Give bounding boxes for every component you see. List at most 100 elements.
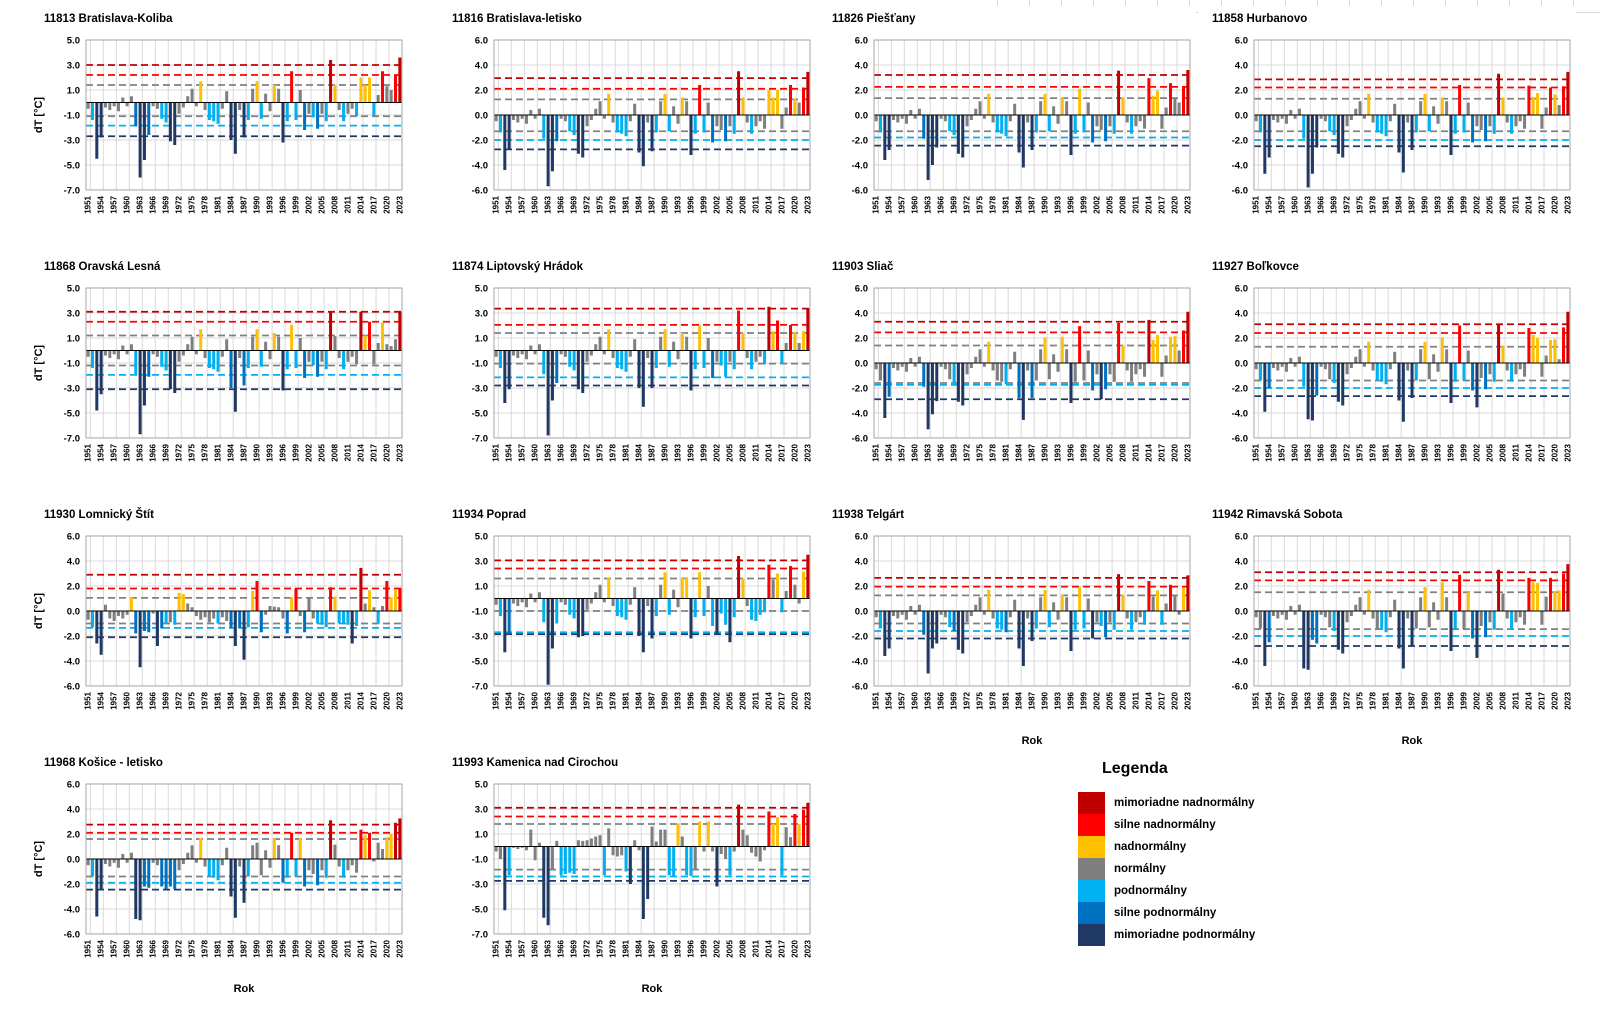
y-tick-label: 2.0 [855,581,868,592]
y-tick-label: 0.0 [67,606,80,617]
bar-1964 [930,363,934,415]
legend-swatch-mimoriadne-nadnormalny [1078,792,1105,814]
chart-bratislava-koliba[interactable]: 5.0 3.0 1.0 -1.0 -3.0 -5.0 -7.0 1951 1954 1957 196… [30,6,408,245]
chart-kamenica-nad-cirochou[interactable]: 5.0 3.0 1.0 -1.0 -3.0 -5.0 -7.0 1951 1954 1957 196… [438,750,816,1003]
bar-1999 [1462,611,1466,629]
bar-1979 [615,598,619,616]
x-tick-label: 2008 [330,939,339,957]
bar-1999 [702,598,706,616]
bar-1953 [503,846,507,911]
bar-1966 [151,350,155,355]
bar-1969 [572,115,576,135]
bar-2018 [376,842,380,859]
chart-bolkovce[interactable]: 6.0 4.0 2.0 0.0 -2.0 -4.0 -6.0 1951 1954 1957 1960… [1198,254,1576,493]
bar-2013 [355,859,359,873]
bar-1955 [511,350,515,356]
bar-1954 [507,115,511,150]
chart-telgart[interactable]: 6.0 4.0 2.0 0.0 -2.0 -4.0 -6.0 1951 1954 1957 1960… [818,502,1196,755]
y-tick-label: -2.0 [64,879,80,890]
chart-kosice-letisko[interactable]: 6.0 4.0 2.0 0.0 -2.0 -4.0 -6.0 1951 1954 1957 1960… [30,750,408,1003]
x-tick-label: 1969 [950,195,959,213]
x-tick-label: 1969 [950,691,959,709]
bar-2019 [1169,336,1173,363]
x-tick-label: 2002 [712,939,721,957]
bar-1961 [129,96,133,103]
bar-2005 [728,115,732,127]
bar-1991 [1427,115,1431,132]
bar-1975 [598,336,602,351]
bar-1953 [883,115,887,160]
bar-1981 [624,115,628,137]
bar-1988 [246,611,250,628]
bar-2012 [1138,115,1142,122]
y-tick-label: 4.0 [475,60,488,71]
bar-1979 [615,846,619,857]
bar-1967 [1323,115,1327,122]
bar-1968 [568,598,572,615]
bar-2004 [724,115,728,142]
bar-2012 [758,598,762,615]
bar-1989 [1419,349,1423,363]
legend[interactable]: Legenda mimoriadne nadnormálny silne nadn… [1078,760,1378,946]
x-tick-label: 2023 [1183,443,1192,461]
bar-2006 [732,598,736,618]
bar-2005 [728,598,732,643]
bar-2016 [368,321,372,351]
bar-2012 [350,611,354,644]
bar-2019 [381,606,385,611]
bar-1956 [108,611,112,619]
bar-2020 [793,98,797,115]
chart-bratislava-letisko[interactable]: 6.0 4.0 2.0 0.0 -2.0 -4.0 -6.0 1951 1954 1957 1960… [438,6,816,245]
bar-1955 [511,846,515,848]
x-tick-label: 1969 [570,691,579,709]
bar-1980 [620,846,624,856]
chart-hurbanovo[interactable]: 6.0 4.0 2.0 0.0 -2.0 -4.0 -6.0 1951 1954 1957 1960… [1198,6,1576,245]
x-tick-label: 2017 [1157,443,1166,461]
bar-1994 [272,333,276,351]
x-tick-label: 1981 [214,939,223,957]
bar-1977 [987,93,991,115]
bar-2008 [1501,97,1505,115]
x-tick-label: 1978 [989,443,998,461]
bar-1973 [181,350,185,356]
bar-1957 [900,115,904,119]
chart-oravska-lesna[interactable]: 5.0 3.0 1.0 -1.0 -3.0 -5.0 -7.0 1951 1954 1957 196… [30,254,408,493]
chart-lomnicky-stit[interactable]: 6.0 4.0 2.0 0.0 -2.0 -4.0 -6.0 1951 1954 1957 1960… [30,502,408,741]
chart-sliac[interactable]: 6.0 4.0 2.0 0.0 -2.0 -4.0 -6.0 1951 1954 1957 1960… [818,254,1196,493]
x-tick-label: 1954 [97,939,106,957]
bar-2015 [771,97,775,115]
bar-1989 [1039,101,1043,115]
bar-1990 [1043,337,1047,364]
bar-1964 [142,350,146,406]
x-tick-label: 2023 [395,939,404,957]
chart-liptovsky-hradok[interactable]: 5.0 3.0 1.0 -1.0 -3.0 -5.0 -7.0 1951 1954 1957 196… [438,254,816,493]
x-tick-label: 2011 [751,195,760,213]
chart-poprad[interactable]: 5.0 3.0 1.0 -1.0 -3.0 -5.0 -7.0 1951 1954 1957 196… [438,502,816,741]
bar-2016 [776,573,780,599]
bar-1986 [1406,115,1410,123]
bar-2014 [1527,577,1531,612]
x-tick-label: 1993 [1434,443,1443,461]
x-tick-label: 1969 [162,195,171,213]
bar-1985 [233,102,237,154]
chart-rimavska-sobota[interactable]: 6.0 4.0 2.0 0.0 -2.0 -4.0 -6.0 1951 1954 1957 1960… [1198,502,1576,755]
bar-2000 [706,586,710,599]
y-tick-label: 1.0 [475,581,488,592]
bar-2009 [337,611,341,624]
y-tick-label: -3.0 [64,135,80,146]
bar-1965 [555,115,559,142]
x-tick-label: 1966 [149,443,158,461]
x-tick-label: 2023 [803,195,812,213]
bar-1951 [874,115,878,122]
chart-piestany[interactable]: 6.0 4.0 2.0 0.0 -2.0 -4.0 -6.0 1951 1954 1957 1960… [818,6,1196,245]
bar-1977 [607,329,611,351]
bar-1973 [1349,115,1353,120]
bar-1972 [1345,363,1349,375]
bar-2021 [797,102,801,115]
x-tick-label: 1951 [872,195,881,213]
bar-2012 [350,859,354,866]
bar-1972 [965,611,969,623]
bar-2005 [728,846,732,876]
